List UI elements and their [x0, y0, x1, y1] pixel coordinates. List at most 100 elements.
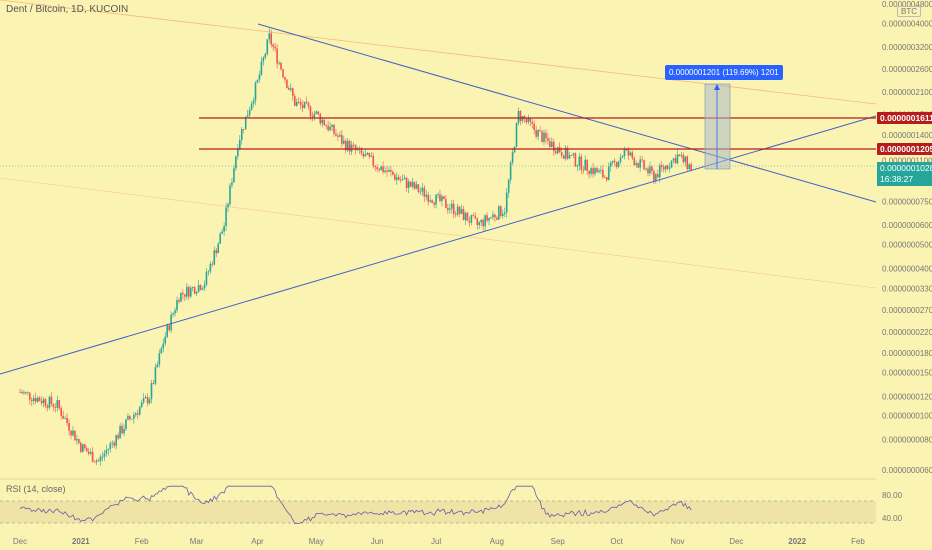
candle-body: [556, 147, 559, 154]
candle-body: [254, 82, 257, 101]
candle-body: [62, 415, 64, 419]
candle-body: [635, 163, 638, 165]
candle-body: [547, 138, 549, 141]
candle-body: [627, 149, 630, 156]
candle-body: [474, 216, 477, 219]
candle-body: [554, 151, 557, 154]
currency-unit-badge[interactable]: BTC: [897, 6, 921, 17]
candle-body: [527, 117, 530, 123]
candle-body: [48, 396, 51, 408]
candle-body: [653, 171, 655, 182]
candle-body: [107, 448, 110, 451]
y-tick-label: 0.0000000600: [882, 221, 932, 230]
candle-body: [362, 153, 365, 157]
candle-body: [154, 367, 157, 384]
descending-trendline[interactable]: [257, 23, 877, 203]
x-tick-label: Dec: [729, 537, 743, 546]
candle-body: [68, 423, 70, 431]
candle-body: [129, 416, 131, 420]
candle-body: [411, 182, 414, 187]
candle-body: [274, 46, 276, 49]
candle-body: [201, 288, 204, 290]
candle-body: [309, 106, 312, 117]
candle-body: [282, 69, 284, 78]
x-tick-label: 2022: [788, 537, 806, 546]
candle-body: [645, 168, 647, 170]
candle-body: [337, 135, 339, 137]
candle-body: [150, 383, 153, 400]
y-axis[interactable]: 0.0000004800 0.0000004000 0.0000003200 0.00…: [882, 0, 932, 475]
candle-body: [138, 407, 141, 415]
candle-body: [390, 170, 392, 172]
y-tick-label: 0.0000004000: [882, 19, 932, 28]
candle-body: [615, 161, 618, 167]
candle-body: [602, 169, 604, 178]
candle-body: [58, 400, 61, 409]
candle-body: [32, 397, 35, 402]
y-tick-label: 0.0000003200: [882, 43, 932, 52]
candle-body: [380, 166, 382, 171]
candle-body: [460, 209, 463, 214]
candle-body: [111, 442, 114, 444]
candle-body: [419, 191, 422, 193]
candle-body: [280, 62, 282, 70]
candle-body: [476, 218, 479, 225]
resistance-high-tag: 0.0000001611: [877, 112, 932, 124]
candle-body: [574, 153, 577, 167]
candle-body: [480, 219, 482, 223]
candle-body: [268, 33, 271, 40]
candle-body: [203, 284, 206, 289]
candle-body: [503, 212, 506, 214]
candle-body: [433, 202, 435, 205]
candle-body: [360, 148, 363, 154]
candle-body: [127, 416, 129, 420]
candle-body: [372, 155, 375, 166]
x-tick-label: Jun: [371, 537, 384, 546]
candle-body: [478, 222, 481, 225]
candle-body: [103, 453, 106, 457]
rsi-tick-40: 40.00: [882, 514, 903, 523]
measure-box[interactable]: [704, 83, 731, 170]
candle-body: [637, 163, 639, 168]
candle-body: [611, 160, 614, 163]
candle-body: [299, 101, 302, 105]
candle-body: [445, 199, 447, 208]
candle-body: [560, 152, 563, 156]
x-tick-label: Sep: [551, 537, 566, 546]
y-tick-label: 0.0000001400: [882, 131, 932, 140]
candle-body: [80, 442, 82, 452]
candle-body: [87, 451, 90, 454]
candle-body: [207, 271, 210, 273]
candle-body: [30, 399, 33, 402]
candle-body: [676, 154, 679, 164]
candle-body: [405, 177, 408, 188]
current-price-value: 0.0000001028: [880, 163, 932, 173]
candle-body: [219, 233, 221, 244]
candle-body: [678, 154, 681, 156]
candle-body: [511, 152, 514, 163]
candle-body: [498, 206, 500, 220]
candle-body: [36, 397, 39, 402]
candle-body: [629, 152, 632, 156]
candle-body: [658, 165, 661, 178]
y-tick-label: 0.0000000750: [882, 197, 932, 206]
candle-body: [394, 174, 396, 180]
candle-body: [91, 451, 94, 462]
candle-body: [535, 130, 537, 137]
candle-body: [623, 149, 626, 157]
candle-body: [209, 263, 212, 272]
candle-body: [541, 131, 543, 142]
candle-body: [142, 398, 145, 403]
candle-body: [492, 214, 494, 218]
candle-body: [401, 179, 404, 181]
x-axis[interactable]: Dec 2021 Feb Mar Apr May Jun Jul Aug Sep Oct Nov Dec…: [13, 537, 866, 546]
candle-body: [515, 123, 518, 147]
candle-body: [21, 392, 23, 394]
candle-body: [105, 450, 108, 454]
candle-body: [211, 263, 214, 265]
candle-body: [399, 179, 402, 181]
candle-body: [596, 168, 598, 173]
candle-body: [42, 399, 45, 404]
